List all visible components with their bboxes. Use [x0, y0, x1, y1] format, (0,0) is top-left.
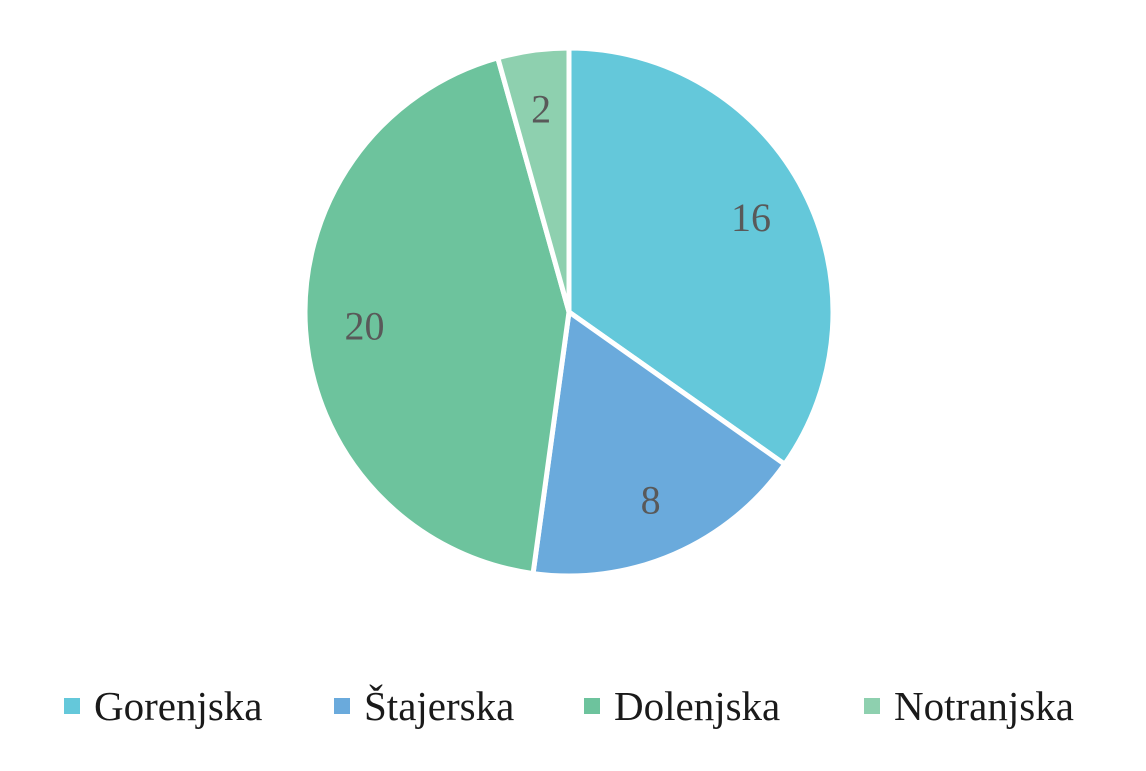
- legend: Gorenjska Štajerska Dolenjska Notranjska: [0, 676, 1146, 736]
- legend-item-dolenjska: Dolenjska: [584, 676, 780, 736]
- pie-slice-dolenjska: [302, 55, 572, 577]
- legend-item-gorenjska: Gorenjska: [64, 676, 263, 736]
- legend-swatch-notranjska: [864, 698, 880, 714]
- data-label-notranjska: 2: [531, 86, 551, 131]
- legend-swatch-dolenjska: [584, 698, 600, 714]
- legend-label-notranjska: Notranjska: [894, 683, 1074, 729]
- legend-label-dolenjska: Dolenjska: [614, 683, 781, 729]
- legend-swatch-stajerska: [334, 698, 350, 714]
- pie-data-labels: 16 8 20 2: [344, 86, 771, 522]
- pie-slice-gorenjska: [566, 45, 836, 467]
- pie-slice-stajerska: [530, 309, 788, 579]
- data-label-dolenjska: 20: [344, 303, 384, 348]
- legend-swatch-gorenjska: [64, 698, 80, 714]
- legend-label-stajerska: Štajerska: [364, 683, 515, 729]
- legend-item-stajerska: Štajerska: [334, 676, 514, 736]
- data-label-stajerska: 8: [641, 478, 661, 523]
- pie-slices: [302, 45, 836, 579]
- legend-item-notranjska: Notranjska: [864, 676, 1074, 736]
- legend-label-gorenjska: Gorenjska: [94, 683, 263, 729]
- pie-slice-notranjska: [495, 45, 572, 315]
- data-label-gorenjska: 16: [731, 195, 771, 240]
